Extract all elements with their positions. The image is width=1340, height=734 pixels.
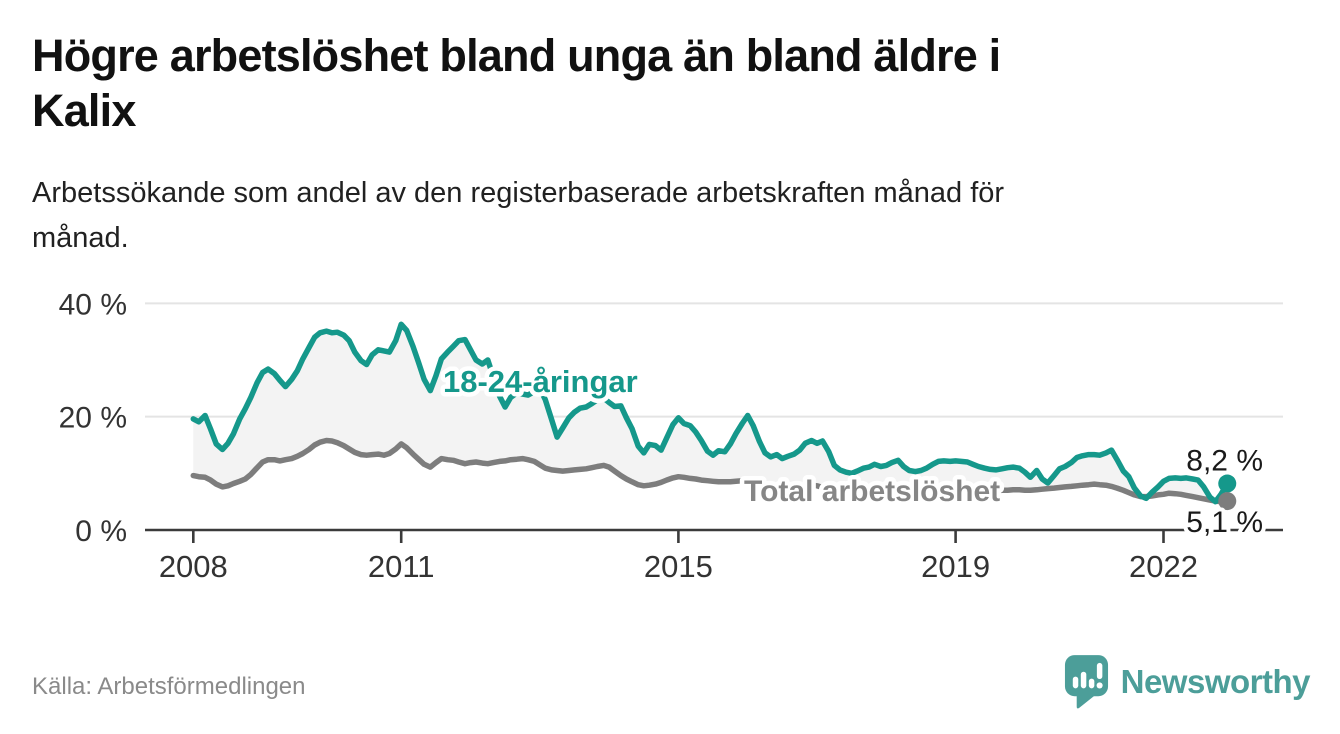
series-line-total	[190, 437, 1231, 505]
series-line-young	[190, 321, 1231, 505]
x-axis-tick-label: 2011	[368, 549, 435, 584]
y-axis-tick-label: 20 %	[59, 402, 127, 435]
y-axis-tick-label: 0 %	[75, 515, 127, 548]
page-title-line-1: Högre arbetslöshet bland unga än bland ä…	[32, 30, 1001, 81]
x-axis-tick-label: 2015	[644, 549, 713, 584]
series-label-total: Total arbetslöshet	[744, 475, 1000, 508]
chart-subtitle: Arbetssökande som andel av den registerb…	[32, 171, 1312, 261]
series-end-value-total: 5,1 %	[1186, 506, 1263, 539]
newsworthy-logo: Newsworthy	[1063, 653, 1311, 710]
page-title: Högre arbetslöshet bland unga än bland ä…	[32, 28, 1312, 138]
series-end-dot-total	[1218, 492, 1237, 511]
x-axis-tick-label: 2019	[921, 549, 990, 584]
series-end-dot-young	[1218, 474, 1237, 493]
x-axis-tick-label: 2008	[159, 549, 228, 584]
series-gap-band	[193, 324, 1228, 502]
y-axis-tick-label: 40 %	[59, 288, 127, 321]
x-axis-tick-label: 2022	[1129, 549, 1198, 584]
newsworthy-bubble-chart-icon	[1064, 655, 1108, 709]
source-note: Källa: Arbetsförmedlingen	[32, 673, 306, 700]
series-label-young: 18-24-åringar	[443, 364, 638, 399]
series-end-value-young: 8,2 %	[1186, 445, 1263, 478]
newsworthy-wordmark: Newsworthy	[1120, 662, 1311, 700]
chart-subtitle-line-1: Arbetssökande som andel av den registerb…	[32, 177, 1005, 209]
chart-subtitle-line-2: månad.	[32, 222, 129, 254]
page-title-line-2: Kalix	[32, 85, 136, 136]
